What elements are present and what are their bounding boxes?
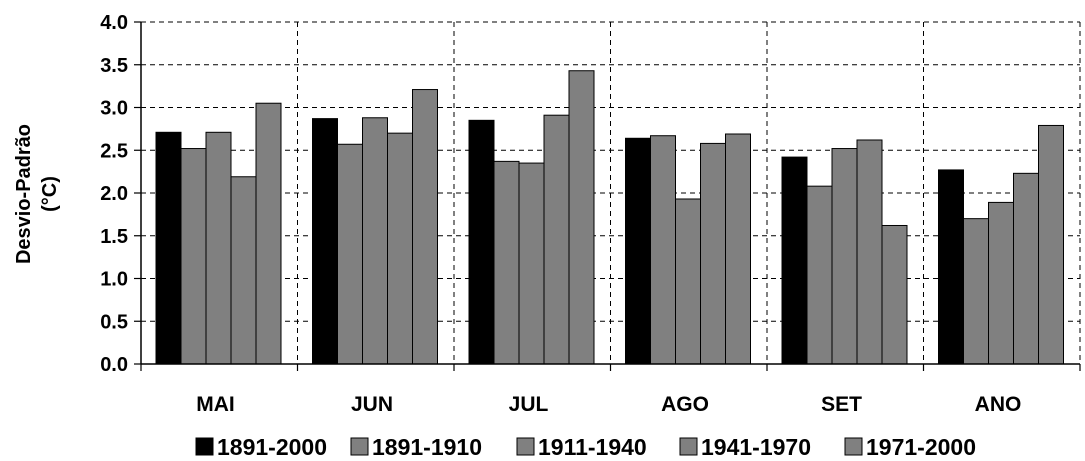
legend-label: 1941-1970 bbox=[701, 434, 811, 460]
bar-ago-1891-1910 bbox=[650, 135, 676, 365]
y-axis-title-line1: Desvio-Padrão bbox=[13, 124, 35, 264]
y-tick-label: 1.5 bbox=[100, 226, 128, 248]
bar-jul-1891-1910 bbox=[493, 160, 520, 365]
y-tick-labels: 0.0 0.5 1.0 1.5 2.0 2.5 3.0 3.5 4.0 bbox=[100, 12, 128, 376]
bar-mai-1941-1970 bbox=[230, 176, 257, 365]
bar-mai-1971-2000 bbox=[255, 102, 282, 365]
bars bbox=[155, 70, 1064, 365]
y-tick-label: 2.0 bbox=[100, 183, 128, 205]
legend-swatch bbox=[350, 437, 369, 456]
y-tick-label: 3.0 bbox=[100, 98, 128, 120]
bar-ano-1891-2000 bbox=[938, 169, 964, 365]
bar-jun-1941-1970 bbox=[387, 132, 413, 365]
legend-label: 1891-2000 bbox=[217, 434, 327, 460]
bar-jul-1911-1940 bbox=[518, 162, 545, 365]
bar-mai-1891-1910 bbox=[180, 148, 207, 365]
y-tick-label: 2.5 bbox=[100, 140, 128, 162]
bar-set-1941-1970 bbox=[856, 139, 883, 365]
legend-swatch bbox=[516, 437, 535, 456]
x-category-label: MAI bbox=[196, 393, 235, 416]
y-tick-label: 3.5 bbox=[100, 55, 128, 77]
legend-label: 1911-1940 bbox=[538, 434, 647, 460]
gridlines bbox=[141, 21, 1081, 364]
legend-label: 1971-2000 bbox=[866, 434, 976, 460]
x-category-labels: MAI JUN JUL AGO SET ANO bbox=[196, 393, 1021, 416]
y-tick-label: 0.5 bbox=[100, 311, 128, 333]
y-tick-label: 4.0 bbox=[100, 12, 128, 34]
bar-jun-1891-1910 bbox=[337, 143, 363, 365]
bar-jun-1891-2000 bbox=[312, 118, 338, 365]
legend-swatch bbox=[679, 437, 698, 456]
bar-ago-1911-1940 bbox=[675, 198, 701, 365]
bar-mai-1891-2000 bbox=[155, 131, 182, 365]
legend-label: 1891-1910 bbox=[372, 434, 482, 460]
y-axis-title-line2: (°C) bbox=[39, 176, 61, 212]
bar-set-1971-2000 bbox=[881, 224, 908, 365]
bar-ago-1941-1970 bbox=[700, 142, 726, 365]
bar-jul-1891-2000 bbox=[468, 119, 495, 365]
bar-set-1911-1940 bbox=[831, 148, 858, 365]
x-category-label: ANO bbox=[975, 393, 1022, 416]
bar-jun-1911-1940 bbox=[362, 117, 388, 365]
axes bbox=[134, 21, 1081, 371]
bar-ano-1941-1970 bbox=[1013, 172, 1039, 365]
bar-ano-1891-1910 bbox=[963, 218, 989, 365]
legend-swatch bbox=[195, 437, 214, 456]
bar-set-1891-2000 bbox=[781, 156, 808, 365]
y-axis-title: Desvio-Padrão (°C) bbox=[13, 124, 61, 264]
y-tick-label: 0.0 bbox=[100, 354, 128, 376]
x-category-label: JUN bbox=[351, 393, 393, 416]
bar-mai-1911-1940 bbox=[205, 131, 232, 365]
bar-ago-1891-2000 bbox=[625, 137, 651, 365]
y-tick-label: 1.0 bbox=[100, 269, 128, 291]
bar-jun-1971-2000 bbox=[412, 89, 438, 365]
bar-ano-1971-2000 bbox=[1038, 124, 1064, 365]
legend-swatch bbox=[844, 437, 863, 456]
x-category-label: JUL bbox=[509, 393, 549, 416]
x-category-label: SET bbox=[821, 393, 862, 416]
x-category-label: AGO bbox=[661, 393, 709, 416]
bar-ago-1971-2000 bbox=[725, 133, 751, 365]
bar-jul-1971-2000 bbox=[568, 70, 595, 365]
bar-ano-1911-1940 bbox=[988, 201, 1014, 365]
bar-jul-1941-1970 bbox=[543, 114, 570, 365]
legend: 1891-2000 1891-1910 1911-1940 1941-1970 1971… bbox=[195, 434, 976, 460]
bar-set-1891-1910 bbox=[806, 185, 833, 365]
